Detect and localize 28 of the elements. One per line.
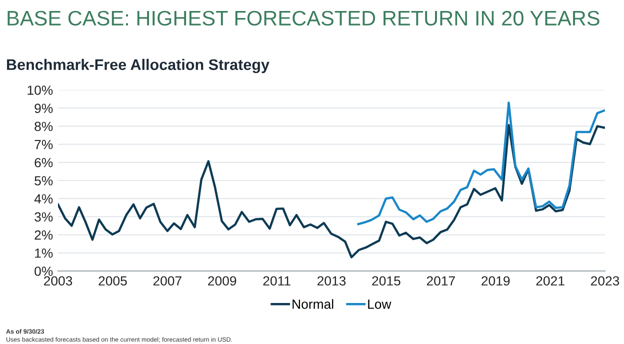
x-tick-label: 2009 <box>208 276 236 286</box>
y-tick-label: 8% <box>34 122 53 132</box>
y-tick-label: 1% <box>35 248 53 258</box>
chart-subtitle: Benchmark-Free Allocation Strategy <box>7 58 270 74</box>
x-tick-label: 2003 <box>44 276 72 286</box>
y-tick-label: 9% <box>34 104 53 114</box>
legend-label: Normal <box>292 299 334 309</box>
line-series <box>58 124 605 258</box>
x-tick-label: 2017 <box>426 276 455 286</box>
y-tick-label: 2% <box>34 230 53 240</box>
x-tick-label: 2023 <box>590 276 620 286</box>
x-tick-label: 2015 <box>372 276 400 286</box>
legend-label: Low <box>368 300 392 309</box>
chart-title: BASE CASE: HIGHEST FORECASTED RETURN IN 20 YEARS <box>8 10 600 26</box>
x-tick-label: 2019 <box>482 276 510 286</box>
y-tick-label: 10% <box>28 86 53 95</box>
y-tick-label: 4% <box>34 194 53 204</box>
x-tick-label: 2011 <box>263 276 290 286</box>
y-tick-label: 5% <box>34 176 53 186</box>
y-tick-label: 0% <box>34 266 53 276</box>
y-tick-label: 7% <box>34 140 53 150</box>
x-tick-label: 2013 <box>317 276 346 286</box>
y-tick-label: 6% <box>34 158 53 168</box>
x-tick-label: 2005 <box>98 276 127 286</box>
x-tick-label: 2021 <box>536 276 564 286</box>
line-series <box>357 102 605 226</box>
y-tick-label: 3% <box>34 212 53 222</box>
x-tick-label: 2007 <box>153 276 182 286</box>
